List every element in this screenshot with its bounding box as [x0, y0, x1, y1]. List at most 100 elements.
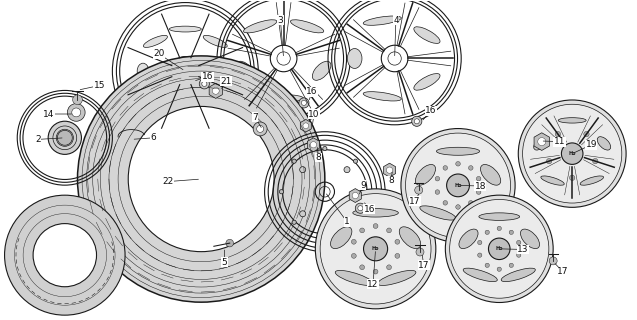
Polygon shape	[308, 138, 320, 152]
Polygon shape	[349, 188, 361, 203]
Ellipse shape	[480, 164, 501, 185]
Text: Ho: Ho	[372, 246, 379, 251]
Text: 7: 7	[252, 113, 258, 122]
Ellipse shape	[315, 189, 436, 309]
Text: 19: 19	[585, 140, 597, 149]
Ellipse shape	[301, 100, 306, 105]
Ellipse shape	[401, 129, 515, 242]
Text: 16: 16	[425, 106, 436, 115]
Ellipse shape	[517, 253, 521, 257]
Ellipse shape	[292, 159, 296, 163]
Ellipse shape	[463, 268, 497, 282]
Ellipse shape	[355, 203, 366, 213]
Ellipse shape	[292, 220, 296, 224]
Ellipse shape	[303, 123, 309, 129]
Ellipse shape	[310, 142, 317, 148]
Ellipse shape	[569, 175, 575, 180]
Ellipse shape	[420, 206, 456, 220]
Ellipse shape	[203, 36, 227, 47]
Polygon shape	[534, 133, 550, 150]
Ellipse shape	[520, 229, 540, 249]
Ellipse shape	[352, 239, 356, 244]
Ellipse shape	[436, 147, 480, 155]
Ellipse shape	[443, 166, 448, 170]
Ellipse shape	[352, 253, 356, 258]
Text: 16: 16	[202, 72, 213, 81]
Ellipse shape	[68, 104, 85, 121]
Text: 11: 11	[554, 137, 565, 146]
Ellipse shape	[485, 230, 489, 235]
Text: 16: 16	[364, 205, 375, 214]
Text: Ho: Ho	[496, 246, 503, 251]
Ellipse shape	[366, 190, 370, 194]
Ellipse shape	[299, 167, 306, 173]
Ellipse shape	[476, 176, 481, 181]
Ellipse shape	[415, 186, 423, 194]
Text: 8: 8	[388, 176, 394, 185]
Ellipse shape	[415, 164, 436, 185]
Ellipse shape	[253, 122, 267, 136]
Ellipse shape	[549, 257, 557, 265]
Ellipse shape	[519, 100, 626, 207]
Ellipse shape	[344, 211, 350, 217]
Ellipse shape	[222, 63, 233, 79]
Ellipse shape	[169, 110, 201, 116]
Ellipse shape	[4, 195, 125, 315]
Text: 8: 8	[315, 153, 322, 162]
Ellipse shape	[445, 195, 553, 302]
Text: 3: 3	[278, 16, 283, 25]
Ellipse shape	[435, 190, 440, 194]
Ellipse shape	[373, 224, 378, 228]
Ellipse shape	[78, 56, 325, 302]
Ellipse shape	[199, 79, 210, 89]
Ellipse shape	[169, 26, 201, 32]
Ellipse shape	[447, 174, 469, 197]
Ellipse shape	[497, 267, 501, 271]
Ellipse shape	[323, 233, 327, 237]
Ellipse shape	[547, 158, 552, 164]
Ellipse shape	[354, 159, 357, 163]
Ellipse shape	[406, 133, 510, 238]
Ellipse shape	[344, 167, 350, 173]
Ellipse shape	[280, 190, 283, 194]
Ellipse shape	[443, 201, 448, 205]
Ellipse shape	[323, 147, 327, 151]
Text: Ho: Ho	[454, 183, 462, 188]
Ellipse shape	[331, 227, 352, 249]
Ellipse shape	[387, 228, 392, 233]
Ellipse shape	[476, 190, 481, 194]
Ellipse shape	[358, 206, 363, 211]
Ellipse shape	[290, 20, 324, 33]
Ellipse shape	[538, 138, 546, 146]
Ellipse shape	[143, 95, 168, 107]
Text: 13: 13	[517, 245, 529, 254]
Ellipse shape	[583, 132, 589, 137]
Ellipse shape	[497, 226, 501, 231]
Ellipse shape	[468, 166, 473, 170]
Ellipse shape	[414, 74, 440, 90]
Text: 10: 10	[308, 109, 320, 118]
Ellipse shape	[517, 240, 521, 245]
Ellipse shape	[489, 238, 510, 260]
Text: 20: 20	[153, 49, 164, 58]
Ellipse shape	[460, 206, 496, 220]
Ellipse shape	[455, 162, 461, 166]
Ellipse shape	[335, 270, 373, 285]
Ellipse shape	[412, 116, 422, 126]
Ellipse shape	[501, 268, 535, 282]
Text: 1: 1	[344, 217, 350, 226]
Ellipse shape	[479, 213, 520, 220]
Ellipse shape	[395, 239, 400, 244]
Ellipse shape	[485, 263, 489, 268]
Text: Ho: Ho	[568, 151, 576, 156]
Ellipse shape	[312, 61, 331, 80]
Ellipse shape	[580, 176, 603, 185]
Ellipse shape	[363, 16, 401, 25]
Ellipse shape	[137, 63, 149, 79]
Ellipse shape	[363, 92, 401, 101]
Ellipse shape	[414, 119, 419, 124]
Ellipse shape	[320, 194, 431, 304]
Ellipse shape	[212, 87, 219, 94]
Polygon shape	[209, 83, 222, 99]
Ellipse shape	[347, 49, 362, 68]
